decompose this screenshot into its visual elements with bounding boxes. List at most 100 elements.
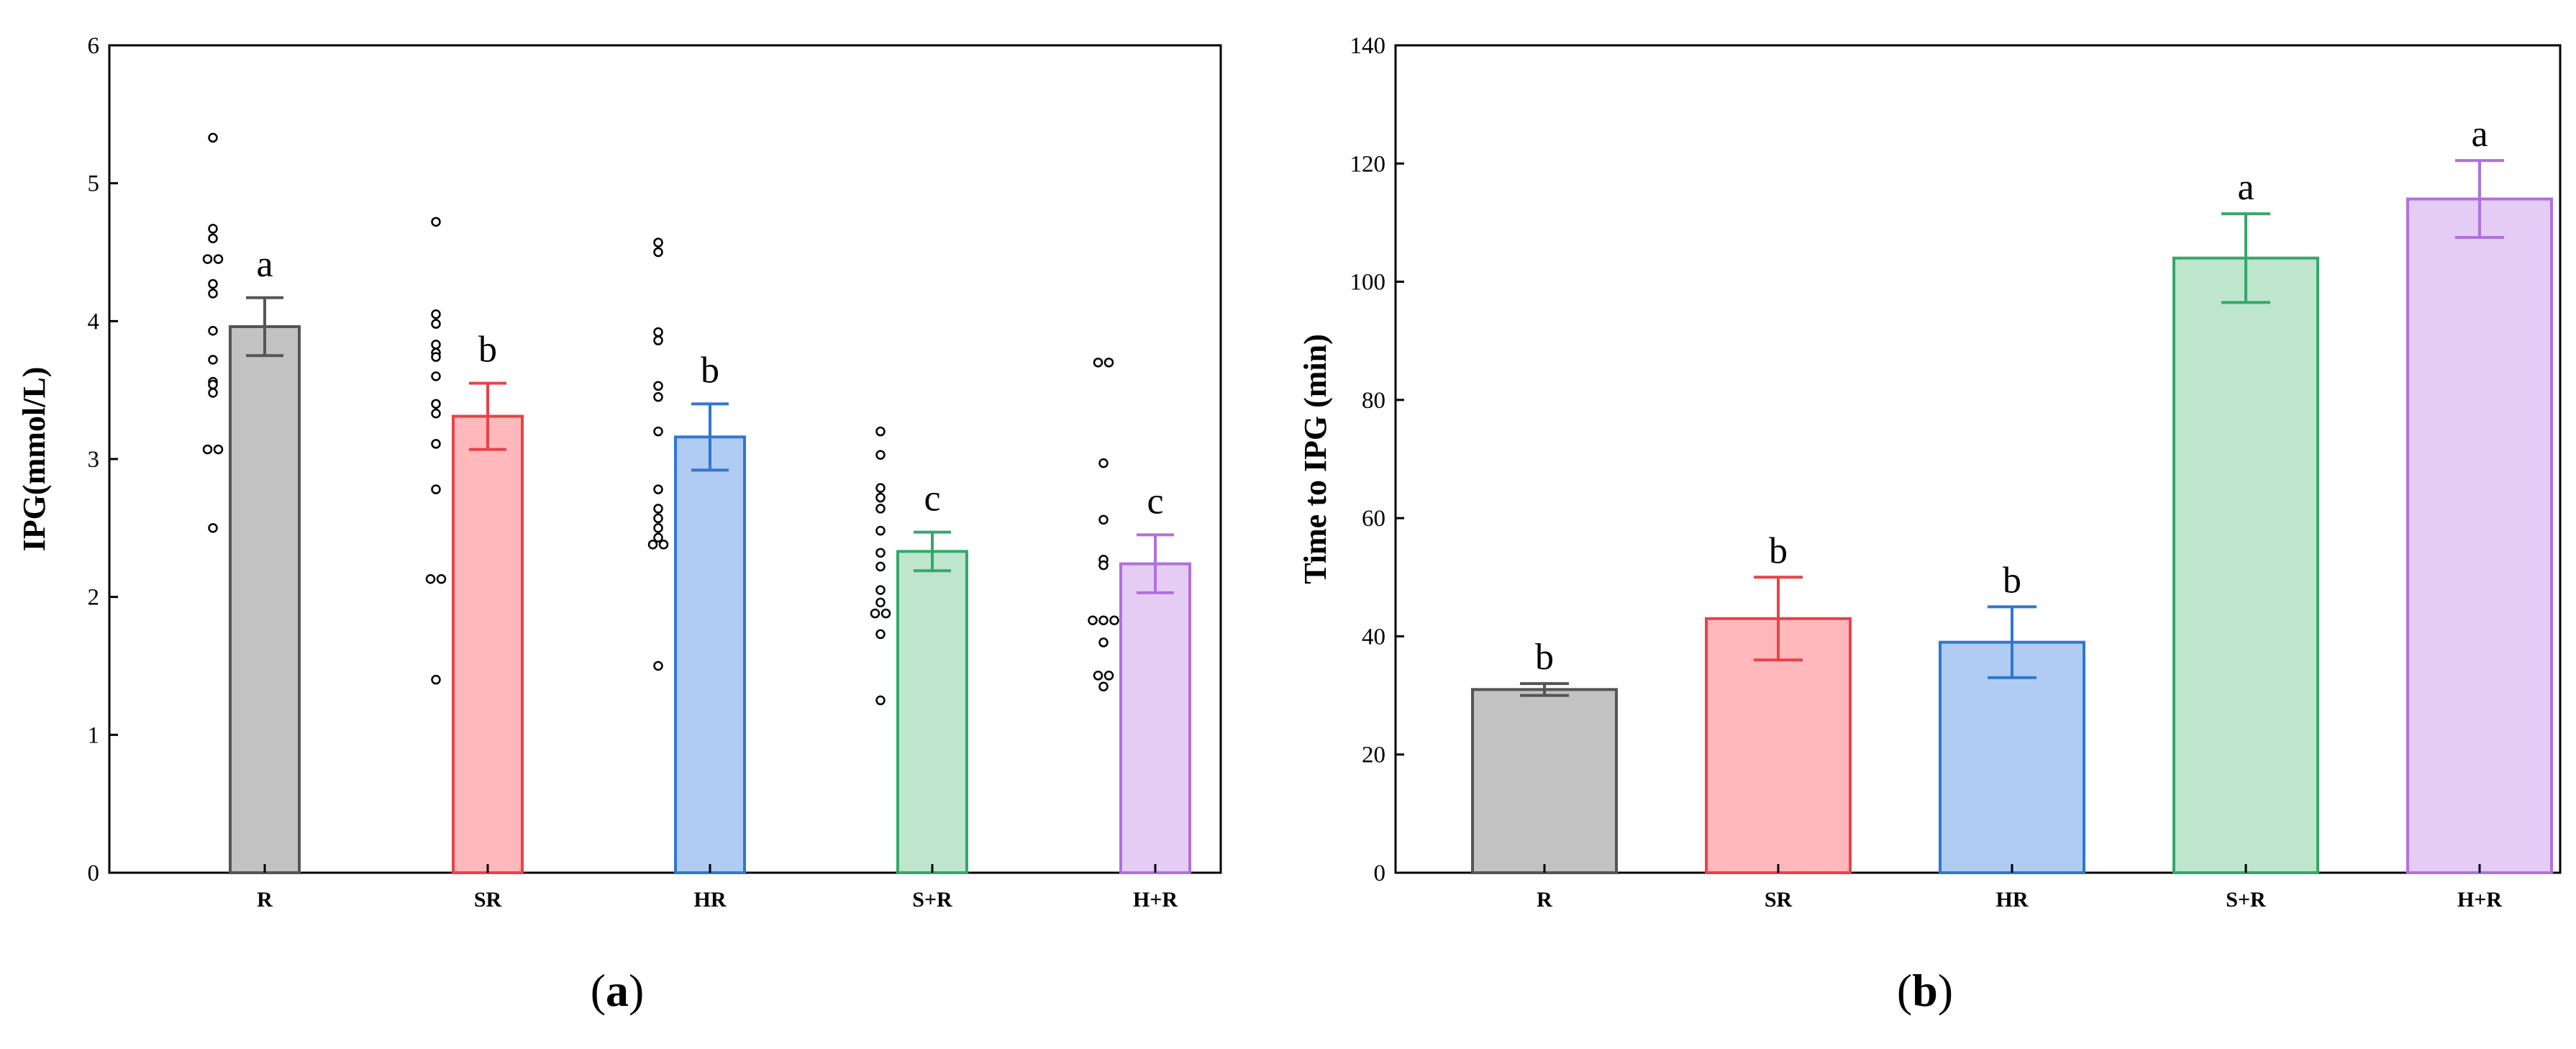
x-tick-label-R: R xyxy=(1537,888,1552,912)
data-point xyxy=(658,540,669,550)
data-point xyxy=(653,523,663,533)
data-point xyxy=(870,608,880,619)
data-point xyxy=(1098,637,1109,648)
x-tick-label-HR: HR xyxy=(1996,888,2029,912)
data-point xyxy=(875,504,886,514)
y-tick-label: 120 xyxy=(1350,151,1386,177)
data-point xyxy=(653,532,663,542)
y-tick-label: 80 xyxy=(1362,388,1385,414)
data-point xyxy=(880,608,891,619)
significance-label: c xyxy=(1147,481,1163,522)
data-point xyxy=(431,340,441,350)
significance-label: a xyxy=(2471,114,2488,155)
y-tick-label: 2 xyxy=(88,585,100,611)
data-point xyxy=(202,254,213,264)
bar-SR xyxy=(452,414,524,874)
data-point xyxy=(875,525,886,536)
data-point xyxy=(208,278,218,289)
data-point xyxy=(431,352,441,362)
data-point xyxy=(875,483,886,493)
y-axis-label: IPG(mmol/L) xyxy=(17,367,52,552)
panel-label-a: (a) xyxy=(591,965,645,1016)
data-point xyxy=(875,426,886,437)
significance-label: a xyxy=(256,244,273,285)
data-point xyxy=(208,523,218,533)
data-point xyxy=(875,585,886,595)
data-point xyxy=(653,392,663,402)
data-point xyxy=(647,540,658,550)
data-point xyxy=(431,484,441,494)
y-axis-label: Time to IPG (min) xyxy=(1298,334,1333,584)
x-tick-label-H+R: H+R xyxy=(1133,888,1178,912)
bar-H+R xyxy=(1119,562,1191,875)
data-point xyxy=(653,504,663,514)
data-point xyxy=(653,237,663,248)
bar-R xyxy=(1471,688,1618,874)
significance-label: b xyxy=(701,350,719,391)
data-point xyxy=(431,439,441,449)
bar-H+R xyxy=(2406,197,2553,875)
data-point xyxy=(1098,458,1109,468)
data-point xyxy=(1109,615,1119,625)
bar-R xyxy=(229,325,301,874)
y-tick-label: 3 xyxy=(88,447,100,473)
y-tick-label: 140 xyxy=(1350,33,1386,59)
data-point xyxy=(208,326,218,336)
data-point xyxy=(875,561,886,572)
data-point xyxy=(208,289,218,299)
bar-S+R xyxy=(896,550,968,875)
data-point xyxy=(436,574,447,584)
x-tick-label-S+R: S+R xyxy=(912,888,952,912)
y-tick-label: 20 xyxy=(1362,743,1385,768)
data-point xyxy=(653,484,663,494)
y-tick-label: 0 xyxy=(88,860,100,886)
data-point xyxy=(653,335,663,345)
significance-label: b xyxy=(1535,637,1554,678)
data-point xyxy=(653,513,663,524)
data-point xyxy=(653,327,663,337)
data-point xyxy=(875,629,886,640)
significance-label: a xyxy=(2237,167,2254,208)
data-point xyxy=(431,309,441,319)
data-point xyxy=(1098,514,1109,525)
data-point xyxy=(653,426,663,437)
data-point xyxy=(875,548,886,558)
y-tick-label: 4 xyxy=(88,309,100,335)
x-tick-label-HR: HR xyxy=(694,888,727,912)
data-point xyxy=(875,597,886,608)
x-tick-label-H+R: H+R xyxy=(2457,888,2502,912)
data-point xyxy=(1098,681,1109,691)
y-tick-label: 5 xyxy=(88,171,100,197)
data-point xyxy=(208,132,218,143)
data-point xyxy=(431,674,441,685)
data-point xyxy=(1103,358,1114,368)
data-point xyxy=(213,254,224,264)
data-point xyxy=(208,355,218,365)
data-point xyxy=(1093,358,1103,368)
y-tick-label: 40 xyxy=(1362,624,1385,650)
panel-label-b: (b) xyxy=(1897,965,1953,1016)
data-point xyxy=(653,660,663,671)
data-point xyxy=(425,574,436,584)
y-tick-label: 1 xyxy=(88,722,100,748)
data-point xyxy=(1103,671,1114,681)
data-point xyxy=(213,444,224,455)
significance-label: b xyxy=(478,330,497,371)
data-point xyxy=(653,381,663,391)
data-point xyxy=(1098,615,1109,625)
y-tick-label: 0 xyxy=(1374,860,1386,886)
data-point xyxy=(202,444,213,455)
data-point xyxy=(1098,560,1109,571)
significance-label: c xyxy=(924,478,940,519)
chart-panel-b: 0 20 40 60 80 100 120 140 Time to IPG (min) Rb SR b… xyxy=(1298,33,2562,912)
x-tick-label-R: R xyxy=(257,888,273,912)
bar-HR xyxy=(1939,640,2085,875)
significance-label: b xyxy=(1769,530,1788,571)
x-tick-label-S+R: S+R xyxy=(2226,888,2266,912)
data-point xyxy=(875,492,886,503)
data-point xyxy=(1093,671,1103,681)
data-point xyxy=(431,371,441,381)
data-point xyxy=(1088,615,1098,625)
x-tick-label-SR: SR xyxy=(474,888,502,912)
